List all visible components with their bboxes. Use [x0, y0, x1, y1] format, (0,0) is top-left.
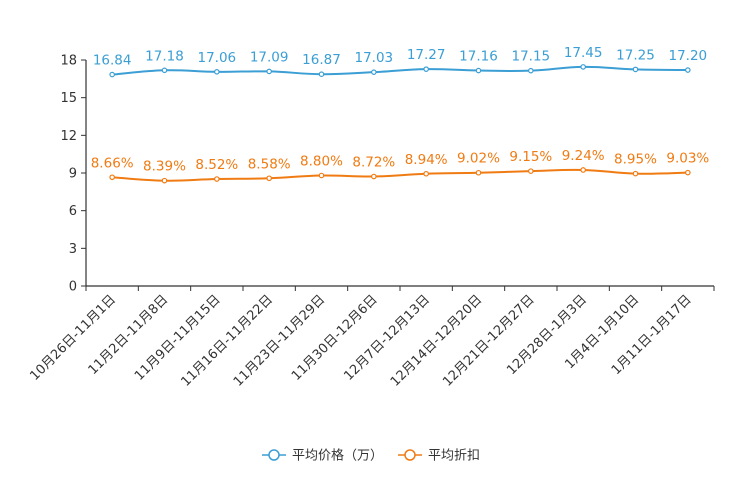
- data-point[interactable]: [423, 170, 429, 177]
- data-point[interactable]: [423, 66, 429, 72]
- data-point[interactable]: [528, 67, 534, 74]
- data-label: 8.58%: [248, 156, 291, 172]
- y-tick-label: 0: [69, 280, 77, 295]
- data-label: 17.15: [512, 49, 551, 65]
- data-label: 17.20: [669, 48, 708, 64]
- legend-label: 平均折扣: [428, 449, 480, 464]
- x-tick-label: 12月14日-12月20日: [388, 292, 485, 389]
- data-label: 8.94%: [405, 152, 448, 168]
- chart-axes: 036912151810月26日-11月1日11月2日-11月8日11月9日-1…: [27, 54, 715, 390]
- data-point[interactable]: [214, 69, 220, 75]
- data-point[interactable]: [266, 175, 272, 182]
- data-label: 8.95%: [614, 152, 657, 168]
- data-label: 17.45: [564, 45, 603, 61]
- data-point[interactable]: [685, 67, 691, 73]
- data-point[interactable]: [528, 168, 534, 174]
- data-point[interactable]: [475, 67, 482, 74]
- data-label: 17.03: [355, 50, 394, 66]
- legend-item-0[interactable]: 平均价格（万）: [262, 448, 383, 464]
- data-label: 9.15%: [509, 149, 552, 165]
- legend-item-1[interactable]: 平均折扣: [398, 449, 480, 464]
- data-point[interactable]: [161, 67, 168, 74]
- series-line: [112, 65, 688, 76]
- data-point[interactable]: [318, 71, 325, 77]
- data-label: 17.06: [198, 50, 237, 66]
- series-1: 8.66% 8.39% 8.52% 8.58% 8.80% 8.72% 8.94% 9.02%…: [91, 148, 709, 184]
- legend-marker-icon: [404, 449, 416, 461]
- data-point[interactable]: [214, 176, 220, 182]
- y-tick-label: 18: [60, 54, 77, 69]
- data-label: 9.03%: [666, 151, 709, 167]
- data-point[interactable]: [266, 68, 272, 75]
- data-label: 8.72%: [352, 155, 395, 171]
- data-label: 17.18: [145, 48, 184, 64]
- data-point[interactable]: [632, 66, 639, 73]
- y-tick-label: 3: [69, 242, 77, 257]
- data-point[interactable]: [632, 170, 639, 177]
- data-point[interactable]: [475, 169, 482, 176]
- data-label: 16.84: [93, 53, 132, 69]
- series-line: [112, 168, 688, 182]
- legend-label: 平均价格（万）: [292, 448, 383, 464]
- y-tick-label: 9: [69, 167, 77, 182]
- data-point[interactable]: [580, 64, 586, 70]
- x-tick-label: 12月21日-12月27日: [440, 292, 537, 389]
- data-label: 9.02%: [457, 151, 500, 167]
- data-point[interactable]: [109, 174, 115, 181]
- data-point[interactable]: [371, 69, 377, 75]
- data-point[interactable]: [318, 172, 325, 179]
- data-label: 8.80%: [300, 154, 343, 170]
- data-label: 8.52%: [195, 157, 238, 173]
- x-tick-label: 11月23日-11月29日: [231, 292, 328, 389]
- chart-legend[interactable]: 平均价格（万） 平均折扣: [262, 448, 480, 464]
- data-point[interactable]: [161, 177, 168, 184]
- x-tick-label: 11月16日-11月22日: [179, 292, 276, 389]
- y-tick-label: 15: [60, 91, 77, 106]
- data-point[interactable]: [371, 173, 377, 180]
- x-tick-label: 10月26日-11月1日: [27, 292, 119, 384]
- data-label: 16.87: [302, 52, 341, 68]
- data-label: 17.16: [459, 49, 498, 65]
- data-point[interactable]: [685, 169, 691, 176]
- y-tick-label: 6: [69, 204, 77, 219]
- series-layer: 16.84 17.18 17.06 17.09 16.87 17.03 17.27 17.16…: [91, 45, 709, 184]
- series-0: 16.84 17.18 17.06 17.09 16.87 17.03 17.27 17.16…: [93, 45, 708, 78]
- data-point[interactable]: [580, 167, 586, 173]
- data-label: 17.09: [250, 49, 289, 65]
- legend-marker-icon: [268, 449, 280, 461]
- data-label: 17.27: [407, 47, 446, 63]
- data-label: 9.24%: [562, 148, 605, 164]
- data-label: 17.25: [616, 47, 655, 63]
- data-label: 8.66%: [91, 155, 134, 171]
- data-label: 8.39%: [143, 159, 186, 175]
- data-point[interactable]: [109, 71, 115, 78]
- y-tick-label: 12: [60, 129, 77, 144]
